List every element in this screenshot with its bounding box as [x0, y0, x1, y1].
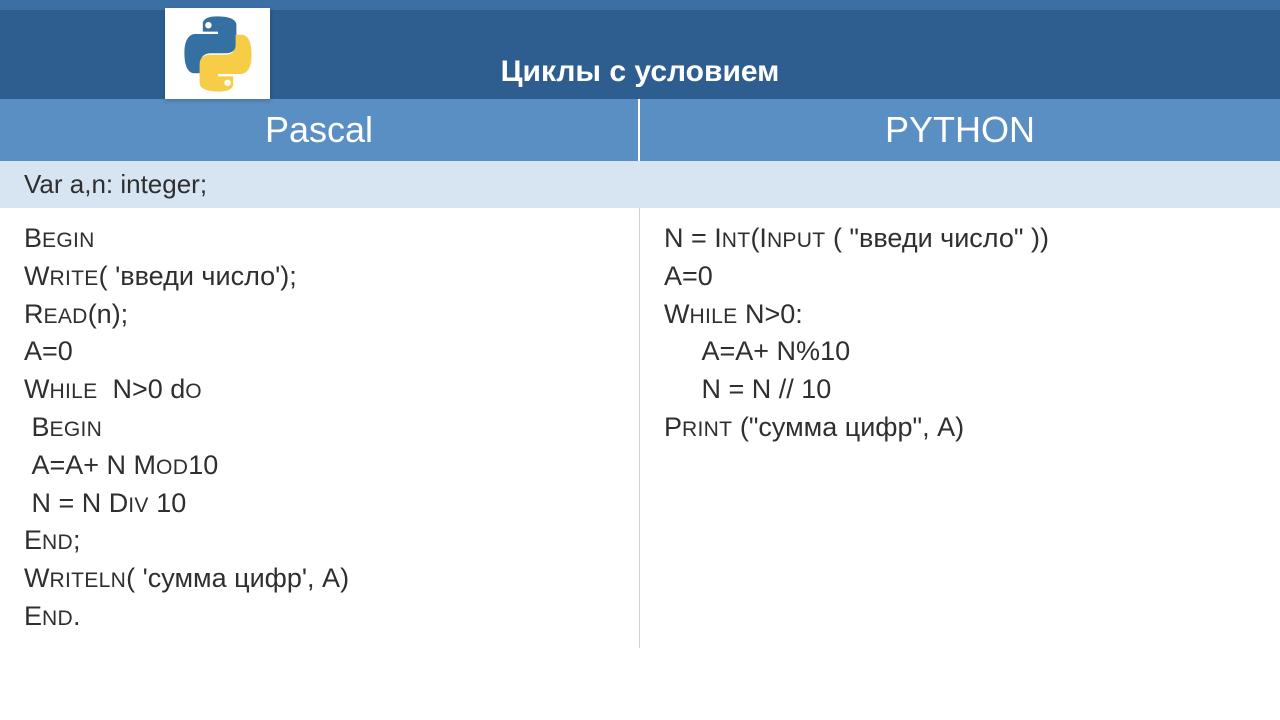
- code-line: Begin: [24, 220, 615, 258]
- code-line: Begin: [24, 409, 615, 447]
- column-header-pascal: Pascal: [0, 99, 640, 161]
- code-line: N = N DIV 10: [24, 485, 615, 523]
- code-line: Writeln( 'сумма цифр', A): [24, 560, 615, 598]
- table-code-row: BeginWrite( 'введи число');Read(n);A=0Wh…: [0, 208, 1280, 648]
- slide-title: Циклы с условием: [501, 55, 780, 99]
- code-line: PRINT ("сумма цифр", A): [664, 409, 1256, 447]
- code-line: N = INT(INPUT ( "введи число" )): [664, 220, 1256, 258]
- code-line: While N>0 do: [24, 371, 615, 409]
- pascal-code: BeginWrite( 'введи число');Read(n);A=0Wh…: [0, 208, 640, 648]
- table-subheader-row: Var a,n: integer;: [0, 161, 1280, 208]
- empty-subheader: [640, 161, 1280, 208]
- code-line: N = N // 10: [664, 371, 1256, 409]
- code-line: End.: [24, 598, 615, 636]
- code-line: A=0: [664, 258, 1256, 296]
- code-line: A=A+ N MOD10: [24, 447, 615, 485]
- table-header-row: Pascal PYTHON: [0, 99, 1280, 161]
- code-line: A=0: [24, 333, 615, 371]
- code-line: WHILE N>0:: [664, 296, 1256, 334]
- code-line: A=A+ N%10: [664, 333, 1256, 371]
- var-declaration: Var a,n: integer;: [0, 161, 640, 208]
- python-code: N = INT(INPUT ( "введи число" ))A=0WHILE…: [640, 208, 1280, 648]
- column-header-python: PYTHON: [640, 99, 1280, 161]
- code-line: End;: [24, 522, 615, 560]
- code-line: Read(n);: [24, 296, 615, 334]
- slide-header: Циклы с условием: [0, 0, 1280, 99]
- python-logo-box: [165, 8, 270, 99]
- python-logo-icon: [178, 14, 258, 94]
- code-line: Write( 'введи число');: [24, 258, 615, 296]
- comparison-table: Pascal PYTHON Var a,n: integer; BeginWri…: [0, 99, 1280, 648]
